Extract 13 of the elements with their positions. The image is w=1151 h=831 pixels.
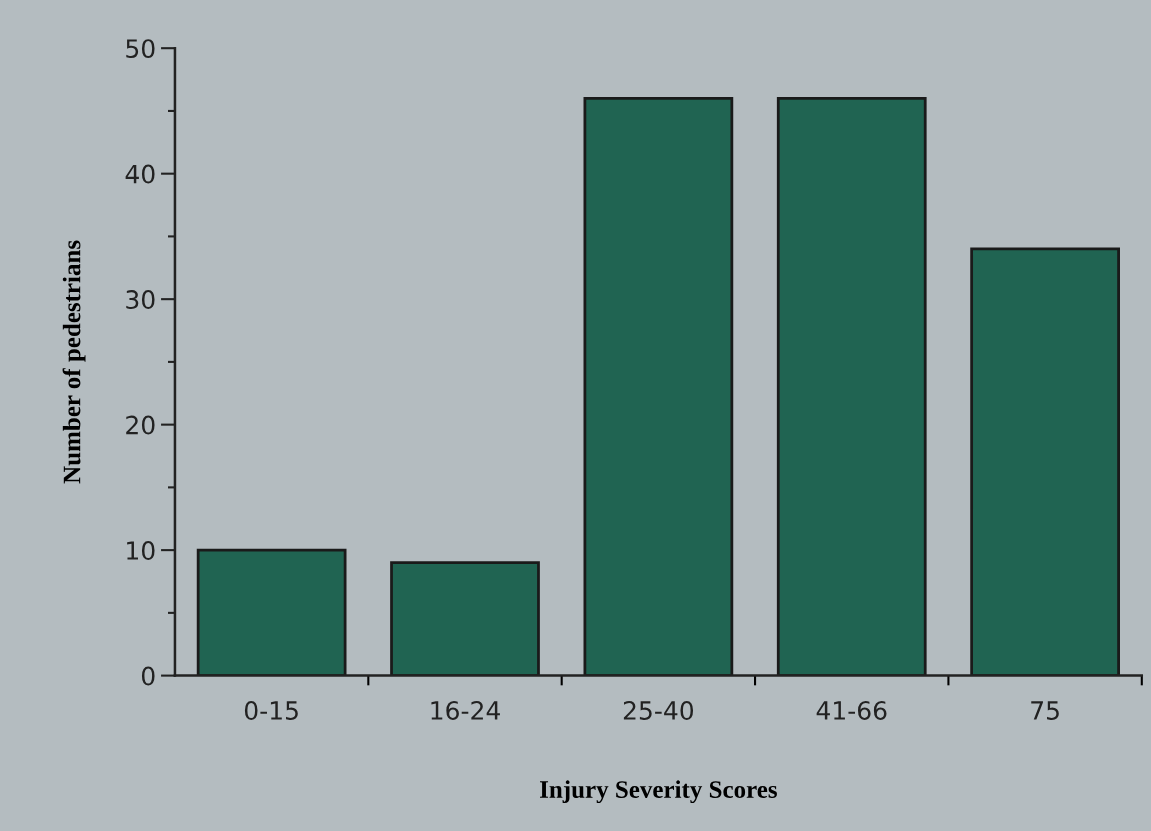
y-tick-label: 30 — [126, 290, 155, 310]
x-tick-label: 41-66 — [816, 701, 887, 720]
x-tick-label: 16-24 — [431, 701, 500, 720]
y-tick-label: 50 — [126, 39, 155, 59]
y-tick-label: 40 — [125, 164, 155, 184]
y-tick-label: 20 — [126, 415, 155, 435]
x-tick-label: 25-40 — [623, 701, 694, 720]
x-tick-label: 75 — [1031, 701, 1059, 720]
x-axis-title: Injury Severity Scores — [540, 780, 777, 804]
y-tick-label: 0 — [141, 666, 155, 686]
y-tick-label: 10 — [127, 541, 155, 560]
x-tick-label: 0-15 — [244, 701, 298, 720]
y-axis-title: Number of pedestrians — [62, 240, 86, 484]
